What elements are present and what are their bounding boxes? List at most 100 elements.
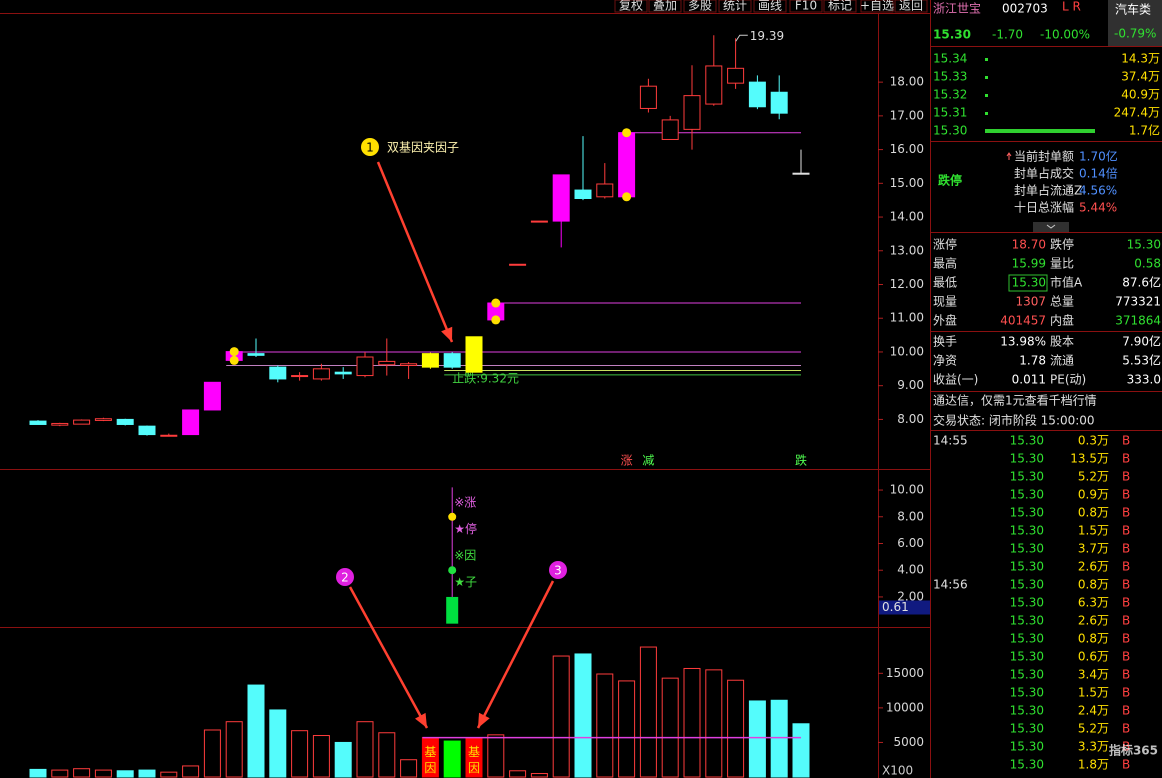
- candle-body: [247, 353, 265, 356]
- stat-label: 总量: [1050, 295, 1074, 309]
- tick-volume: 3.4万: [1078, 668, 1109, 682]
- volume-bar: [509, 770, 527, 778]
- y-tick-label: 14.00: [890, 210, 924, 224]
- signal-text: ★停: [454, 521, 477, 536]
- tick-time: 14:56: [933, 578, 968, 592]
- signal-text: ※因: [454, 549, 476, 563]
- volume-bar: [443, 740, 461, 778]
- expand-tab[interactable]: [1033, 222, 1069, 232]
- book-bar: [985, 129, 1095, 133]
- y-tick-label: 8.00: [897, 509, 924, 523]
- volume-bar: [639, 646, 657, 778]
- book-volume: 1.7亿: [1129, 123, 1160, 138]
- current-label: 0.61: [882, 600, 909, 614]
- volume-bar: [552, 655, 570, 778]
- tick-price: 15.30: [1010, 668, 1044, 682]
- toolbar-button[interactable]: [860, 0, 894, 13]
- callout-number: 1: [366, 141, 374, 155]
- stat-label: 现量: [933, 295, 957, 309]
- volume-bar: [291, 730, 309, 778]
- stat-label: 最低: [933, 276, 957, 290]
- toolbar-button[interactable]: [789, 0, 823, 13]
- callout-badge: [549, 561, 567, 579]
- volume-bar: [247, 684, 265, 778]
- candle-body: [421, 353, 439, 368]
- candle-body: [160, 434, 178, 437]
- tick-price: 15.30: [1010, 740, 1044, 754]
- candle-body: [334, 371, 352, 375]
- stat-label: 市值A: [1050, 275, 1083, 290]
- stat-value: 7.90亿: [1122, 334, 1161, 349]
- sector: 汽车类: [1115, 2, 1151, 17]
- stat-value: 15.30: [1127, 238, 1161, 252]
- book-volume: 247.4万: [1114, 106, 1160, 120]
- toolbar-button[interactable]: [823, 0, 857, 13]
- callout-arrow: [348, 586, 429, 729]
- stat-label: 内盘: [1050, 313, 1074, 328]
- stat-value: 15.99: [1012, 257, 1046, 271]
- tick-price: 15.30: [1010, 686, 1044, 700]
- toolbar-button[interactable]: [648, 0, 682, 13]
- stat-value: 1307: [1015, 295, 1046, 309]
- y-tick-label: 17.00: [890, 108, 924, 122]
- toolbar-label: +自选: [860, 0, 894, 13]
- book-volume: 37.4万: [1121, 70, 1160, 84]
- stat-value: 0.58: [1134, 257, 1161, 271]
- tick-price: 15.30: [1010, 632, 1044, 646]
- toolbar-button[interactable]: [753, 0, 787, 13]
- book-volume: 40.9万: [1121, 88, 1160, 102]
- signal-label: 减: [642, 454, 654, 468]
- tick-time: 14:55: [933, 434, 968, 448]
- tick-side: B: [1122, 506, 1130, 520]
- candle-body: [116, 418, 134, 425]
- toolbar-button[interactable]: [718, 0, 752, 13]
- volume-bar: [94, 769, 112, 778]
- tick-side: B: [1122, 524, 1130, 538]
- stat-value: 15.30: [1012, 276, 1046, 290]
- signal-text: ★子: [454, 575, 477, 589]
- volume-tag: 基因: [424, 745, 436, 775]
- seal-icon: [1006, 152, 1012, 160]
- toolbar-button[interactable]: [614, 0, 648, 13]
- tick-side: B: [1122, 560, 1130, 574]
- tick-price: 15.30: [1010, 758, 1044, 772]
- tick-price: 15.30: [1010, 596, 1044, 610]
- stat-label: 跌停: [1050, 237, 1074, 252]
- toolbar-button[interactable]: [683, 0, 717, 13]
- tick-volume: 0.9万: [1078, 488, 1109, 502]
- seal-label: 封单占成交: [1014, 166, 1074, 181]
- candle-body: [138, 425, 156, 436]
- tick-side: B: [1122, 704, 1130, 718]
- y-tick-label: 12.00: [890, 277, 924, 291]
- candle-body: [574, 189, 592, 199]
- volume-bar: [618, 680, 636, 778]
- toolbar-button[interactable]: [894, 0, 928, 13]
- signal-dot: [448, 512, 457, 521]
- tick-price: 15.30: [1010, 578, 1044, 592]
- promo[interactable]: 通达信，仅需1元查看千档行情: [933, 394, 1097, 408]
- volume-bar: [73, 768, 91, 778]
- signal-bar: [446, 596, 459, 624]
- tick-side: B: [1122, 686, 1130, 700]
- y-tick-label: 11.00: [890, 311, 924, 325]
- stat-label: 收益(一): [933, 373, 978, 387]
- y-tick-label: 4.00: [897, 563, 924, 577]
- candle-body: [356, 356, 374, 377]
- candle-body: [748, 81, 766, 108]
- y-tick-label: 8.00: [897, 412, 924, 426]
- candle-body: [203, 381, 221, 411]
- tick-price: 15.30: [1010, 542, 1044, 556]
- stat-value: 333.0: [1127, 373, 1161, 387]
- tick-volume: 1.5万: [1078, 686, 1109, 700]
- limit-dot: [622, 192, 632, 202]
- high-pointer: [735, 34, 748, 42]
- tick-side: B: [1122, 758, 1130, 772]
- stock-name: 浙江世宝: [933, 2, 981, 16]
- y-tick-label: 16.00: [890, 142, 924, 156]
- callout-badge: [336, 568, 354, 586]
- stat-value: 401457: [1000, 314, 1046, 328]
- candle-body: [792, 172, 810, 175]
- book-price: 15.32: [933, 88, 967, 102]
